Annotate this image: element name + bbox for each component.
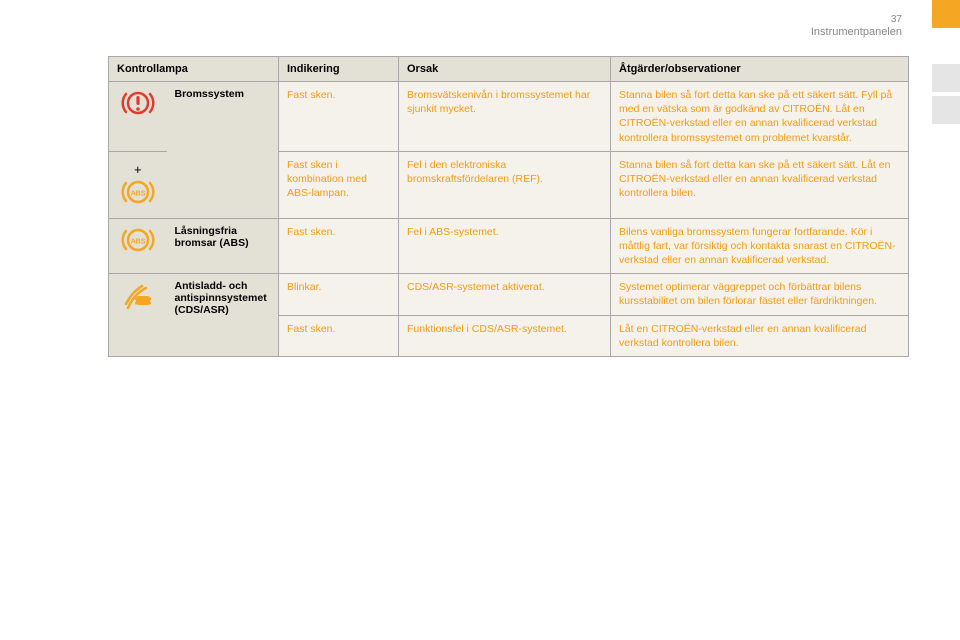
cause-cell: Fel i den elektroniska bromskraftsfördel… <box>399 151 611 218</box>
table-row: ABS Låsningsfria bromsar (ABS) Fast sken… <box>109 218 909 274</box>
section-title: Instrumentpanelen <box>811 26 902 38</box>
indication-cell: Fast sken. <box>279 218 399 274</box>
header-action: Åtgärder/observationer <box>611 57 909 82</box>
icon-cell: + ABS <box>109 151 167 218</box>
indication-cell: Fast sken. <box>279 82 399 152</box>
plus-symbol: + <box>109 158 167 177</box>
cause-cell: Funktionsfel i CDS/ASR-systemet. <box>399 315 611 356</box>
cause-cell: Bromsvätskenivån i bromssystemet har sju… <box>399 82 611 152</box>
lamp-name: Bromssystem <box>167 82 279 219</box>
brake-warning-icon <box>120 88 156 118</box>
indication-cell: Blinkar. <box>279 274 399 315</box>
svg-text:ABS: ABS <box>130 190 145 197</box>
page-number: 37 <box>891 14 902 25</box>
header-lamp: Kontrollampa <box>109 57 279 82</box>
abs-warning-icon: ABS <box>120 225 156 255</box>
indication-cell: Fast sken. <box>279 315 399 356</box>
header-cause: Orsak <box>399 57 611 82</box>
indication-cell: Fast sken i kombination med ABS-lampan. <box>279 151 399 218</box>
side-tab-active <box>932 0 960 28</box>
action-cell: Låt en CITROËN-verkstad eller en annan k… <box>611 315 909 356</box>
table-row: Bromssystem Fast sken. Bromsvätskenivån … <box>109 82 909 152</box>
action-cell: Stanna bilen så fort detta kan ske på et… <box>611 151 909 218</box>
action-cell: Stanna bilen så fort detta kan ske på et… <box>611 82 909 152</box>
side-tabs <box>932 0 960 124</box>
abs-warning-icon: ABS <box>120 177 156 207</box>
table-header-row: Kontrollampa Indikering Orsak Åtgärder/o… <box>109 57 909 82</box>
esc-warning-icon <box>120 280 156 314</box>
table-row: Antisladd- och antispinnsystemet (CDS/AS… <box>109 274 909 315</box>
side-tab-inactive-1 <box>932 64 960 92</box>
icon-cell <box>109 274 167 357</box>
icon-cell <box>109 82 167 152</box>
header-indication: Indikering <box>279 57 399 82</box>
lamp-name: Antisladd- och antispinnsystemet (CDS/AS… <box>167 274 279 357</box>
action-cell: Systemet optimerar väggreppet och förbät… <box>611 274 909 315</box>
icon-cell: ABS <box>109 218 167 274</box>
lamp-name: Låsningsfria bromsar (ABS) <box>167 218 279 274</box>
cause-cell: CDS/ASR-systemet aktiverat. <box>399 274 611 315</box>
warning-lamp-table: Kontrollampa Indikering Orsak Åtgärder/o… <box>108 56 909 357</box>
cause-cell: Fel i ABS-systemet. <box>399 218 611 274</box>
svg-text:ABS: ABS <box>130 238 145 245</box>
action-cell: Bilens vanliga bromssystem fungerar fort… <box>611 218 909 274</box>
side-tab-inactive-2 <box>932 96 960 124</box>
